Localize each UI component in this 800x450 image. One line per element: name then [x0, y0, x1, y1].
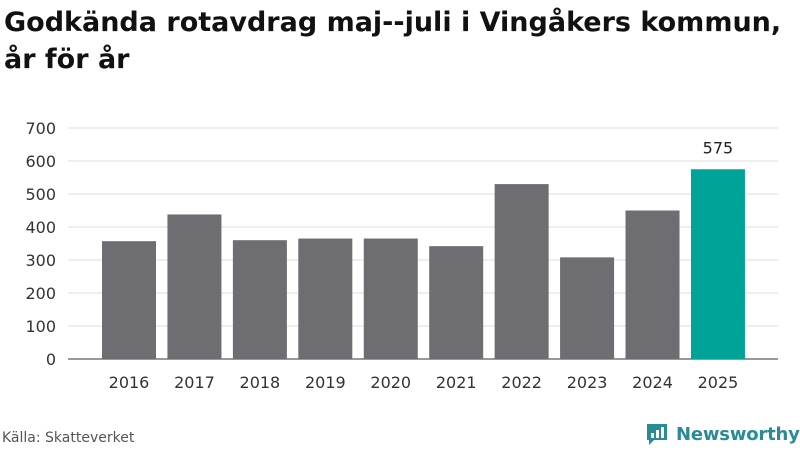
- bar-2018: [232, 240, 287, 359]
- x-tick-label: 2018: [240, 373, 281, 392]
- y-tick-label: 500: [25, 185, 56, 204]
- y-tick-label: 600: [25, 152, 56, 171]
- data-label: 575: [703, 138, 734, 157]
- x-axis: 2016 2017 2018 2019 2020 2021 2022 2023 2024 2025: [109, 373, 739, 392]
- brand-name: Newsworthy: [676, 423, 800, 445]
- y-tick-label: 700: [25, 119, 56, 138]
- chart-title: Godkända rotavdrag maj--juli i Vingåkers…: [4, 7, 782, 75]
- x-tick-label: 2024: [632, 373, 673, 392]
- x-tick-label: 2017: [174, 373, 215, 392]
- x-tick-label: 2022: [501, 373, 542, 392]
- bar-2019: [298, 238, 353, 359]
- data-labels: 575: [703, 138, 734, 157]
- x-tick-label: 2021: [436, 373, 477, 392]
- x-tick-label: 2025: [698, 373, 739, 392]
- bar-2023: [560, 257, 615, 359]
- bar-2017: [167, 214, 222, 359]
- x-tick-label: 2016: [109, 373, 150, 392]
- bars: [102, 169, 745, 359]
- y-tick-label: 300: [25, 251, 56, 270]
- x-tick-label: 2023: [567, 373, 608, 392]
- bar-2016: [102, 241, 156, 359]
- y-tick-label: 400: [25, 218, 56, 237]
- y-tick-label: 100: [25, 317, 56, 336]
- bar-2022: [494, 184, 549, 359]
- y-tick-label: 0: [46, 350, 56, 369]
- x-tick-label: 2019: [305, 373, 346, 392]
- x-tick-label: 2020: [370, 373, 411, 392]
- bar-2024: [625, 210, 680, 359]
- brand-logo: Newsworthy: [644, 420, 800, 448]
- source-note: Källa: Skatteverket: [2, 430, 135, 446]
- newsworthy-logo-icon: [647, 424, 667, 445]
- y-axis: 0 100 200 300 400 500 600 700: [25, 119, 56, 369]
- bar-2021: [429, 246, 484, 359]
- bar-2020: [363, 238, 418, 359]
- bar-2025: [690, 169, 745, 359]
- y-tick-label: 200: [25, 284, 56, 303]
